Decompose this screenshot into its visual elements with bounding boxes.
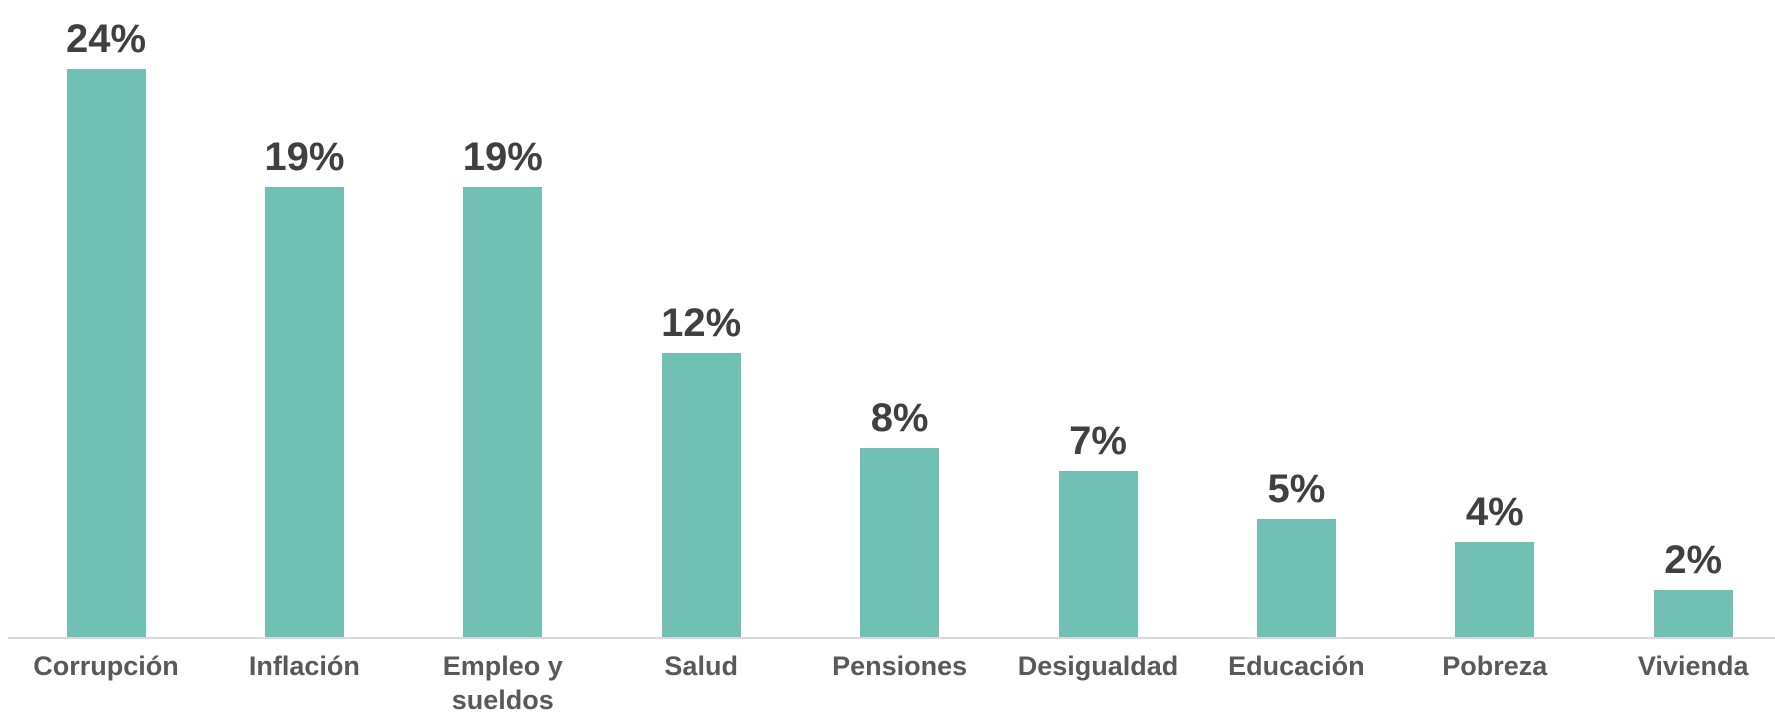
- x-tick-label: Pensiones: [832, 651, 968, 681]
- x-tick-label: Salud: [664, 651, 738, 681]
- data-label: 24%: [65, 17, 147, 61]
- x-tick-label: Educación: [1228, 651, 1365, 681]
- bar: [66, 69, 146, 637]
- bar: [463, 187, 543, 637]
- bar: [860, 447, 940, 637]
- x-tick-label: Corrupción: [33, 651, 179, 681]
- x-tick-label: Pobreza: [1442, 651, 1548, 681]
- data-label: 12%: [661, 301, 742, 345]
- bar: [1058, 471, 1138, 637]
- x-tick-label: Empleo y sueldos: [442, 651, 563, 715]
- x-axis-line: [8, 637, 1775, 639]
- x-tick-label: Inflación: [248, 651, 360, 681]
- data-label: 7%: [1069, 419, 1127, 464]
- data-label: 4%: [1465, 490, 1524, 535]
- data-label: 5%: [1267, 466, 1326, 511]
- data-label: 19%: [264, 135, 345, 180]
- x-tick-label: Desigualdad: [1017, 651, 1179, 681]
- data-label: 19%: [462, 135, 543, 180]
- bar: [661, 353, 741, 637]
- bar: [1256, 518, 1336, 637]
- bar: [264, 187, 344, 637]
- data-label: 8%: [870, 395, 929, 440]
- x-tick-label: Vivienda: [1637, 651, 1749, 681]
- bar: [1455, 542, 1535, 637]
- data-label: 2%: [1664, 537, 1723, 582]
- bar: [1653, 589, 1733, 637]
